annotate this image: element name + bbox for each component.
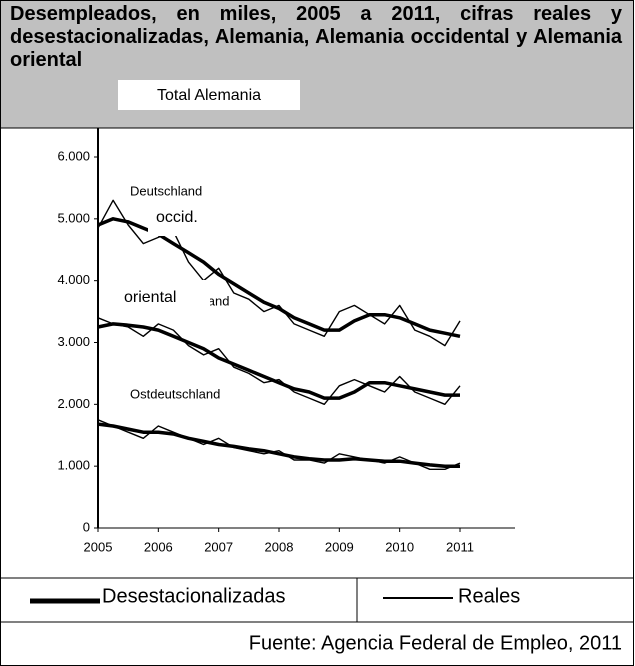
smoothed-line xyxy=(97,422,460,468)
actual-line xyxy=(97,199,461,347)
y-tick-label: 4.000 xyxy=(57,272,90,287)
x-tick-label: 2010 xyxy=(385,539,414,554)
series-label: Ostdeutschland xyxy=(130,386,220,401)
overlay-box xyxy=(116,280,210,316)
overlay-label: oriental xyxy=(124,289,176,306)
series-label: Deutschland xyxy=(130,183,202,198)
y-tick-label: 0 xyxy=(83,519,90,534)
y-tick-label: 6.000 xyxy=(57,148,90,163)
smoothed-line xyxy=(97,217,461,339)
legend-label: Desestacionalizadas xyxy=(102,585,285,607)
actual-line xyxy=(97,419,461,470)
source: Fuente: Agencia Federal de Empleo, 2011 xyxy=(249,632,622,654)
y-tick-label: 2.000 xyxy=(57,396,90,411)
overlay-box xyxy=(148,200,240,236)
y-tick-label: 5.000 xyxy=(57,210,90,225)
legend-label: Reales xyxy=(458,585,520,607)
x-tick-label: 2011 xyxy=(446,539,474,554)
overlay-label: Total Alemania xyxy=(118,80,300,110)
y-tick-label: 1.000 xyxy=(57,458,90,473)
chart-title: Desempleados, en miles, 2005 a 2011, cif… xyxy=(10,3,622,71)
x-tick-label: 2006 xyxy=(144,539,173,554)
x-tick-label: 2008 xyxy=(265,539,294,554)
x-tick-label: 2005 xyxy=(84,539,113,554)
smoothed-line xyxy=(97,322,460,400)
actual-line xyxy=(97,317,461,405)
overlay-label: occid. xyxy=(156,209,198,226)
x-tick-label: 2007 xyxy=(204,539,233,554)
title-band xyxy=(0,0,634,128)
x-tick-label: 2009 xyxy=(325,539,354,554)
y-tick-label: 3.000 xyxy=(57,334,90,349)
